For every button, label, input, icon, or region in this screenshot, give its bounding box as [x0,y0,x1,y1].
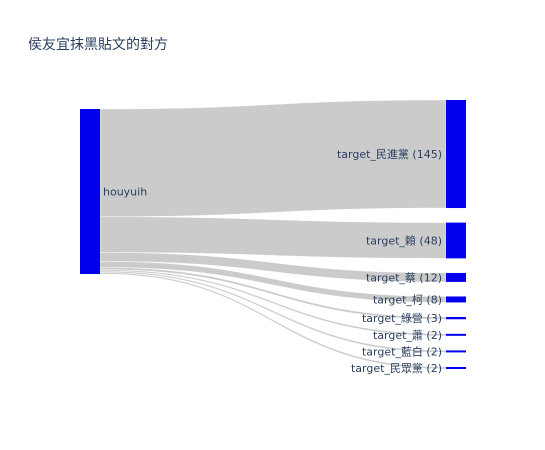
target-node-label: target_柯 (8) [373,293,442,306]
sankey-link[interactable] [99,252,447,283]
target-node[interactable] [446,100,466,209]
target-node-label: target_蕭 (2) [373,329,442,342]
target-node[interactable] [446,367,466,369]
target-node-label: target_民眾黨 (2) [351,361,442,375]
sankey-link[interactable] [99,261,447,303]
labels-layer: houyuih target_民進黨 (145) target_賴 (48) targ… [103,147,442,375]
sankey-link[interactable] [99,216,447,259]
target-node[interactable] [446,272,466,282]
target-node-label: target_綠營 (3) [362,312,442,325]
target-node-label: target_藍白 (2) [362,344,442,358]
target-node-label: target_民進黨 (145) [337,147,442,161]
target-node[interactable] [446,317,466,320]
chart-title: 侯友宜抹黑貼文的對方 [28,37,168,53]
target-node[interactable] [446,296,466,303]
nodes-layer [80,100,466,369]
target-node[interactable] [446,333,466,336]
target-node[interactable] [446,222,466,259]
source-node-label: houyuih [103,186,147,199]
target-node-label: target_賴 (48) [366,233,442,247]
target-node[interactable] [446,350,466,353]
source-node [80,109,100,274]
target-node-label: target_蔡 (12) [366,271,442,284]
